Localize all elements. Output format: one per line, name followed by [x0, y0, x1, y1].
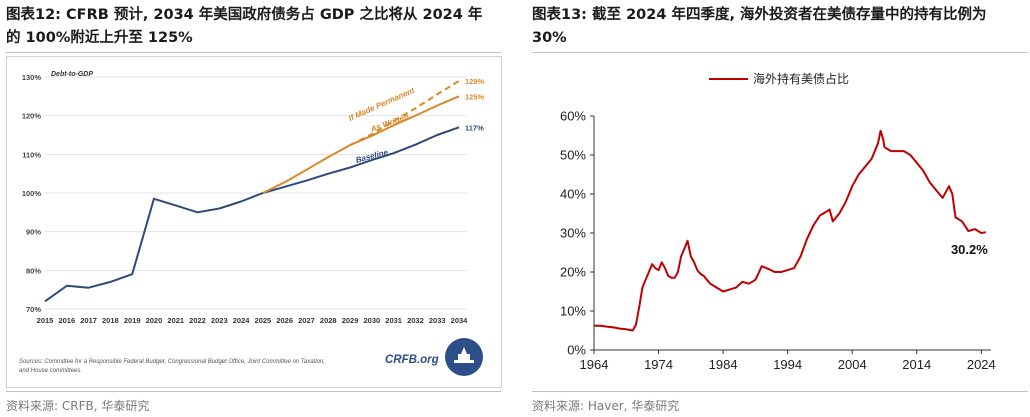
- y-tick-label: 60%: [560, 109, 586, 124]
- y-tick-label: 90%: [26, 228, 41, 237]
- x-tick-label: 2024: [233, 316, 251, 325]
- right-figure-panel: 图表13: 截至 2024 年四季度, 海外投资者在美债存量中的持有比例为 30…: [526, 0, 1030, 417]
- x-tick-label: 2030: [363, 316, 380, 325]
- x-tick-label: 2033: [429, 316, 446, 325]
- right-figure-title: 图表13: 截至 2024 年四季度, 海外投资者在美债存量中的持有比例为 30…: [532, 4, 987, 50]
- y-tick-label: 10%: [560, 304, 586, 319]
- left-title-line2: 的 100%附近上升至 125%: [6, 30, 193, 46]
- series-line-baseline: [44, 126, 460, 303]
- x-tick-label: 2004: [838, 357, 867, 372]
- series-end-label: 125%: [465, 92, 485, 101]
- x-tick-label: 2023: [211, 316, 228, 325]
- footnote-line1: Sources: Committee for a Responsible Fed…: [19, 359, 325, 365]
- x-tick-label: 2031: [385, 316, 402, 325]
- x-tick-label: 2026: [276, 316, 293, 325]
- y-tick-label: 20%: [560, 265, 586, 280]
- legend-label: 海外持有美债占比: [753, 71, 849, 86]
- x-tick-label: 2022: [189, 316, 206, 325]
- x-tick-label: 2018: [102, 316, 119, 325]
- x-tick-label: 1964: [580, 357, 609, 372]
- x-tick-label: 1994: [773, 357, 802, 372]
- left-figure-title: 图表12: CFRB 预计, 2034 年美国政府债务占 GDP 之比将从 20…: [6, 4, 482, 50]
- x-tick-label: 2017: [80, 316, 97, 325]
- x-tick-label: 2029: [342, 316, 359, 325]
- x-tick-label: 1974: [644, 357, 673, 372]
- crfb-logo-text: CRFB.org: [385, 354, 439, 366]
- x-tick-label: 2014: [902, 357, 931, 372]
- x-tick-label: 2024: [967, 357, 996, 372]
- series-line-if-made-permanent: [349, 80, 460, 146]
- inner-chart-label: Debt-to-GDP: [51, 71, 93, 78]
- capitol-icon: [454, 347, 474, 363]
- right-source-divider: [532, 391, 1028, 392]
- left-title-line1: 图表12: CFRB 预计, 2034 年美国政府债务占 GDP 之比将从 20…: [6, 7, 483, 23]
- left-title-divider: [6, 52, 501, 53]
- debt-to-gdp-chart: Debt-to-GDP 70% 80% 90% 100% 110% 120% 130% 2015…: [19, 71, 485, 376]
- series-line-foreign-share: [594, 129, 986, 332]
- left-chart-frame: Debt-to-GDP 70% 80% 90% 100% 110% 120% 130% 2015…: [6, 56, 502, 388]
- left-figure-panel: 图表12: CFRB 预计, 2034 年美国政府债务占 GDP 之比将从 20…: [0, 0, 505, 417]
- series-name-label: As Written: [369, 112, 411, 134]
- x-tick-label: 2032: [407, 316, 424, 325]
- footnote-line2: and House committees.: [19, 368, 82, 374]
- x-tick-label: 2034: [451, 316, 469, 325]
- latest-value-annotation: 30.2%: [951, 242, 988, 257]
- y-tick-label: 100%: [22, 189, 42, 198]
- y-tick-label: 110%: [22, 150, 41, 159]
- y-tick-label: 30%: [560, 226, 586, 241]
- x-tick-label: 2019: [124, 316, 141, 325]
- x-tick-label: 2015: [37, 316, 54, 325]
- series-end-label: 129%: [465, 77, 485, 86]
- foreign-holdings-chart: 海外持有美债占比 0% 10% 20% 30% 40% 50% 60% 1964 1974 1984…: [560, 71, 996, 372]
- x-tick-label: 2025: [255, 316, 272, 325]
- y-tick-label: 80%: [26, 266, 41, 275]
- y-tick-label: 0%: [567, 343, 586, 358]
- y-tick-label: 130%: [22, 73, 42, 82]
- x-tick-label: 2027: [298, 316, 315, 325]
- x-tick-label: 2020: [146, 316, 163, 325]
- right-source-note: 资料来源: Haver, 华泰研究: [532, 399, 680, 413]
- left-source-note: 资料来源: CRFB, 华泰研究: [6, 399, 150, 413]
- y-tick-label: 70%: [26, 305, 41, 314]
- x-tick-label: 2021: [167, 316, 184, 325]
- x-tick-label: 2016: [58, 316, 75, 325]
- y-tick-label: 50%: [560, 148, 586, 163]
- series-name-label: Baseline: [355, 147, 390, 164]
- x-tick-label: 2028: [320, 316, 337, 325]
- right-title-line2: 30%: [532, 30, 567, 46]
- right-title-line1: 图表13: 截至 2024 年四季度, 海外投资者在美债存量中的持有比例为: [532, 7, 987, 23]
- left-source-divider: [6, 391, 501, 392]
- x-tick-label: 1984: [709, 357, 738, 372]
- y-tick-label: 40%: [560, 187, 586, 202]
- right-title-divider: [532, 52, 1028, 53]
- series-end-label: 117%: [465, 123, 484, 132]
- y-tick-label: 120%: [22, 112, 42, 121]
